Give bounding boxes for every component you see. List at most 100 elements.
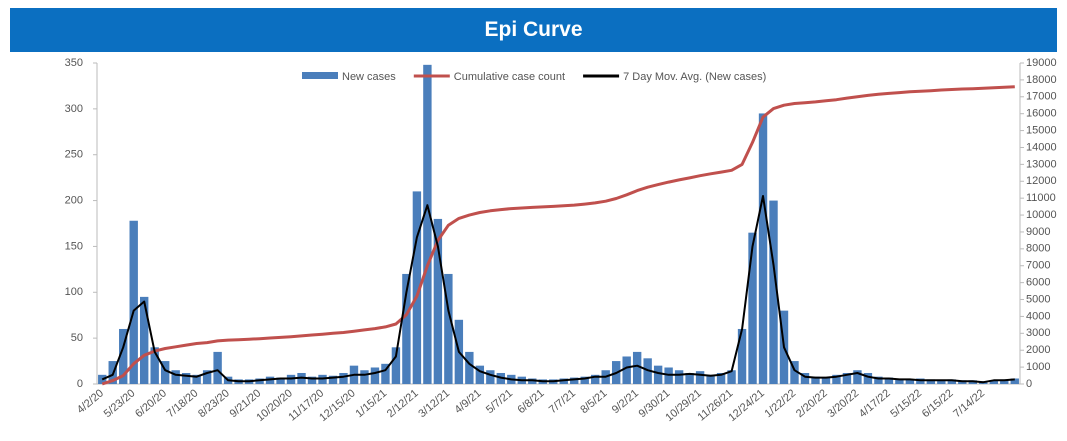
- bar: [423, 64, 432, 384]
- bar: [632, 351, 642, 384]
- bar: [874, 376, 883, 384]
- bar: [706, 374, 715, 384]
- x-tick-label: 4/9/21: [452, 387, 483, 416]
- bar: [800, 372, 810, 384]
- y2-tick-label: 7000: [1026, 260, 1050, 272]
- x-tick-label: 7/18/20: [165, 387, 201, 420]
- bar: [402, 273, 411, 384]
- y2-tick-label: 17000: [1026, 91, 1057, 103]
- bar: [695, 371, 705, 384]
- y2-tick-label: 2000: [1026, 344, 1050, 356]
- x-tick-label: 8/5/21: [578, 387, 609, 416]
- bar: [947, 379, 957, 384]
- bar: [989, 380, 998, 384]
- header: Epi Curve: [10, 8, 1057, 52]
- bar: [444, 273, 453, 384]
- bar: [674, 370, 684, 384]
- x-tick-label: 3/12/21: [416, 387, 452, 420]
- line: [101, 195, 1015, 384]
- bar: [737, 328, 747, 384]
- bar: [213, 351, 222, 384]
- bar: [360, 370, 369, 384]
- bar: [202, 370, 212, 384]
- y-tick-label: 100: [65, 286, 83, 298]
- bar: [790, 361, 799, 384]
- legend-label: 7 Day Mov. Avg. (New cases): [623, 71, 766, 83]
- x-tick-label: 8/23/20: [196, 387, 232, 420]
- bar: [160, 361, 170, 384]
- bar: [307, 376, 317, 384]
- bar: [140, 296, 149, 384]
- x-tick-label: 7/7/21: [547, 387, 578, 416]
- bar: [276, 377, 285, 384]
- bar: [591, 374, 600, 384]
- bar: [716, 372, 726, 384]
- y-tick-label: 50: [71, 332, 83, 344]
- bar: [926, 379, 936, 384]
- y2-tick-label: 1000: [1026, 361, 1050, 373]
- bar: [181, 372, 191, 384]
- y2-tick-label: 9000: [1026, 226, 1050, 238]
- bar: [905, 379, 915, 384]
- y2-tick-label: 18000: [1026, 74, 1057, 86]
- bar: [580, 376, 589, 384]
- x-tick-label: 12/24/21: [726, 387, 767, 424]
- x-tick-label: 6/15/22: [920, 387, 956, 420]
- bar: [622, 356, 631, 384]
- y2-tick-label: 14000: [1026, 141, 1057, 153]
- legend-label: New cases: [342, 71, 396, 83]
- bar: [412, 191, 422, 384]
- bar: [748, 232, 757, 384]
- y2-tick-label: 11000: [1026, 192, 1056, 204]
- bar: [370, 367, 380, 384]
- y-tick-label: 0: [77, 378, 83, 390]
- bar: [842, 372, 852, 384]
- x-tick-label: 1/22/22: [762, 387, 798, 420]
- bar: [884, 377, 894, 384]
- y2-tick-label: 3000: [1026, 327, 1050, 339]
- bar: [853, 370, 862, 384]
- bar: [832, 374, 841, 384]
- y2-tick-label: 4000: [1026, 310, 1050, 322]
- bar: [486, 370, 495, 384]
- legend-label: Cumulative case count: [454, 71, 565, 83]
- bar: [339, 372, 348, 384]
- legend-swatch: [302, 72, 338, 79]
- x-tick-label: 6/8/21: [515, 387, 546, 416]
- bar: [863, 372, 873, 384]
- bar: [1000, 379, 1009, 384]
- x-tick-label: 5/23/20: [102, 387, 138, 420]
- bar: [653, 365, 663, 384]
- y2-tick-label: 15000: [1026, 124, 1057, 136]
- x-tick-label: 3/20/22: [825, 387, 861, 420]
- bar: [391, 347, 401, 384]
- y2-tick-label: 0: [1026, 378, 1032, 390]
- bar: [895, 378, 904, 384]
- bar: [433, 218, 443, 384]
- bar: [465, 351, 474, 384]
- y2-tick-label: 16000: [1026, 108, 1057, 120]
- bar: [119, 328, 128, 384]
- y-tick-label: 200: [65, 194, 83, 206]
- x-tick-label: 2/12/21: [385, 387, 421, 420]
- x-tick-label: 5/7/21: [484, 387, 515, 416]
- bar: [811, 376, 820, 384]
- y2-tick-label: 8000: [1026, 243, 1050, 255]
- bar: [937, 380, 946, 384]
- bar: [1010, 378, 1019, 384]
- y2-tick-label: 10000: [1026, 209, 1057, 221]
- bar: [685, 372, 694, 384]
- bar: [758, 113, 768, 384]
- x-tick-label: 2/20/22: [794, 387, 830, 420]
- x-tick-label: 5/15/22: [888, 387, 924, 420]
- bar: [381, 363, 390, 384]
- bar: [171, 370, 180, 384]
- y-tick-label: 250: [65, 149, 83, 161]
- x-tick-label: 6/20/20: [133, 387, 169, 420]
- bar: [475, 365, 485, 384]
- y2-tick-label: 19000: [1026, 57, 1057, 69]
- y2-tick-label: 5000: [1026, 293, 1050, 305]
- y2-tick-label: 13000: [1026, 158, 1057, 170]
- bar: [570, 377, 579, 384]
